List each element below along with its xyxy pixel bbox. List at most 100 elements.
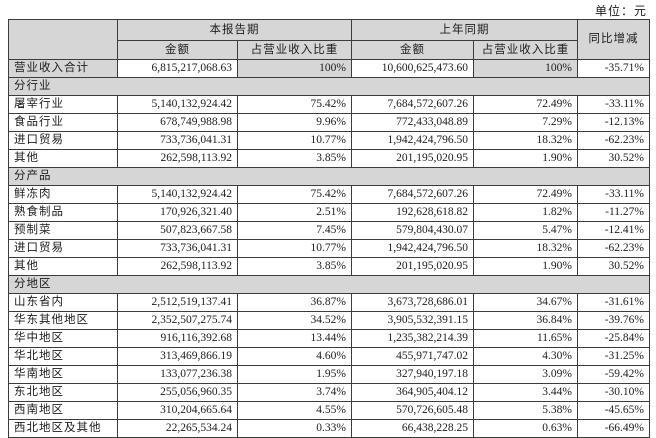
cell-prior-amount: 772,433,048.89	[351, 113, 474, 132]
cell-cur-amount: 733,736,041.31	[117, 131, 238, 150]
current-period-header: 本报告期	[117, 19, 352, 41]
cell-cur-pct: 0.33%	[237, 419, 352, 438]
cell-prior-amount: 570,726,605.48	[351, 401, 474, 420]
cell-cur-pct: 100%	[237, 59, 352, 78]
unit-label: 单位：元	[594, 4, 647, 18]
table-row-total: 营业收入合计 6,815,217,068.63 100% 10,600,625,…	[8, 59, 650, 78]
cell-cur-amount: 6,815,217,068.63	[117, 59, 238, 78]
table-row: 华北地区 313,469,866.19 4.60% 455,971,747.02 4.3…	[8, 347, 650, 366]
cell-yoy: -25.84%	[577, 329, 650, 348]
cell-yoy: -11.27%	[577, 203, 650, 222]
table-row: 东北地区 255,056,960.35 3.74% 364,905,404.12 3.4…	[8, 383, 650, 402]
section-header-row: 分地区	[8, 275, 650, 294]
current-pct-header: 占营业收入比重	[237, 40, 352, 60]
cell-prior-pct: 18.32%	[473, 239, 578, 258]
table-row: 进口贸易 733,736,041.31 10.77% 1,942,424,796.50…	[8, 239, 650, 258]
cell-cur-pct: 4.55%	[237, 401, 352, 420]
cell-cur-pct: 10.77%	[237, 131, 352, 150]
cell-yoy: -31.25%	[577, 347, 650, 366]
cell-cur-amount: 507,823,667.58	[117, 221, 238, 240]
cell-cur-pct: 75.42%	[237, 185, 352, 204]
cell-yoy: -12.13%	[577, 113, 650, 132]
cell-yoy: -59.42%	[577, 365, 650, 384]
cell-yoy: -33.11%	[577, 185, 650, 204]
cell-prior-pct: 100%	[473, 59, 578, 78]
section-header-row: 分产品	[8, 167, 650, 186]
cell-cur-pct: 7.45%	[237, 221, 352, 240]
cell-prior-amount: 7,684,572,607.26	[351, 185, 474, 204]
cell-cur-pct: 36.87%	[237, 293, 352, 312]
cell-cur-pct: 34.52%	[237, 311, 352, 330]
cell-prior-amount: 1,235,382,214.39	[351, 329, 474, 348]
table-row: 山东省内 2,512,519,137.41 36.87% 3,673,728,686.…	[8, 293, 650, 312]
cell-yoy: -31.61%	[577, 293, 650, 312]
table-row: 鲜冻肉 5,140,132,924.42 75.42% 7,684,572,607.2…	[8, 185, 650, 204]
table-header: 本报告期 上年同期 同比增减 金额 占营业收入比重 金额 占营业收入比重	[8, 19, 650, 60]
cell-yoy: -33.11%	[577, 95, 650, 114]
cell-yoy: -39.76%	[577, 311, 650, 330]
cell-cur-pct: 3.85%	[237, 257, 352, 276]
cell-yoy: -62.23%	[577, 131, 650, 150]
cell-label: 进口贸易	[8, 239, 118, 258]
cell-prior-pct: 3.09%	[473, 365, 578, 384]
cell-label: 华中地区	[8, 329, 118, 348]
cell-prior-pct: 11.65%	[473, 329, 578, 348]
cell-prior-amount: 1,942,424,796.50	[351, 131, 474, 150]
cell-cur-amount: 2,512,519,137.41	[117, 293, 238, 312]
cell-prior-pct: 7.29%	[473, 113, 578, 132]
cell-label: 预制菜	[8, 221, 118, 240]
prior-pct-header: 占营业收入比重	[473, 40, 578, 60]
cell-cur-pct: 9.96%	[237, 113, 352, 132]
cell-cur-pct: 1.95%	[237, 365, 352, 384]
table-row: 屠宰行业 5,140,132,924.42 75.42% 7,684,572,607.…	[8, 95, 650, 114]
header-row-periods: 本报告期 上年同期 同比增减	[8, 19, 650, 60]
cell-prior-pct: 1.82%	[473, 203, 578, 222]
table-row: 预制菜 507,823,667.58 7.45% 579,804,430.07 5.47…	[8, 221, 650, 240]
cell-label: 熟食制品	[8, 203, 118, 222]
cell-label: 华东其他地区	[8, 311, 118, 330]
cell-label: 西南地区	[8, 401, 118, 420]
cell-cur-pct: 10.77%	[237, 239, 352, 258]
prior-amount-header: 金额	[351, 40, 474, 60]
cell-cur-amount: 5,140,132,924.42	[117, 95, 238, 114]
cell-prior-pct: 34.67%	[473, 293, 578, 312]
cell-label: 山东省内	[8, 293, 118, 312]
table-row: 进口贸易 733,736,041.31 10.77% 1,942,424,796.50…	[8, 131, 650, 150]
cell-label: 东北地区	[8, 383, 118, 402]
cell-prior-pct: 1.90%	[473, 257, 578, 276]
corner-cell	[8, 19, 118, 60]
cell-yoy: 30.52%	[577, 149, 650, 168]
cell-cur-pct: 2.51%	[237, 203, 352, 222]
cell-cur-amount: 916,116,392.68	[117, 329, 238, 348]
cell-cur-pct: 3.74%	[237, 383, 352, 402]
table-row: 食品行业 678,749,988.98 9.96% 772,433,048.89 7.2…	[8, 113, 650, 132]
cell-cur-amount: 5,140,132,924.42	[117, 185, 238, 204]
cell-prior-amount: 579,804,430.07	[351, 221, 474, 240]
cell-cur-amount: 262,598,113.92	[117, 149, 238, 168]
cell-cur-amount: 255,056,960.35	[117, 383, 238, 402]
cell-prior-pct: 1.90%	[473, 149, 578, 168]
cell-cur-pct: 3.85%	[237, 149, 352, 168]
revenue-breakdown-table: 本报告期 上年同期 同比增减 金额 占营业收入比重 金额 占营业收入比重 营业收…	[8, 19, 650, 438]
cell-prior-amount: 201,195,020.95	[351, 257, 474, 276]
table-row: 华南地区 133,077,236.38 1.95% 327,940,197.18 3.0…	[8, 365, 650, 384]
cell-label: 屠宰行业	[8, 95, 118, 114]
cell-prior-amount: 3,673,728,686.01	[351, 293, 474, 312]
cell-cur-pct: 13.44%	[237, 329, 352, 348]
cell-prior-amount: 327,940,197.18	[351, 365, 474, 384]
cell-cur-amount: 170,926,321.40	[117, 203, 238, 222]
cell-cur-amount: 733,736,041.31	[117, 239, 238, 258]
cell-cur-amount: 310,204,665.64	[117, 401, 238, 420]
table-row: 华东其他地区 2,352,507,275.74 34.52% 3,905,532,39…	[8, 311, 650, 330]
cell-label: 其他	[8, 257, 118, 276]
cell-cur-pct: 4.60%	[237, 347, 352, 366]
cell-cur-amount: 133,077,236.38	[117, 365, 238, 384]
cell-prior-amount: 1,942,424,796.50	[351, 239, 474, 258]
section-rows-body: 分行业 屠宰行业 5,140,132,924.42 75.42% 7,684,572,6…	[8, 77, 650, 438]
cell-prior-amount: 7,684,572,607.26	[351, 95, 474, 114]
cell-cur-amount: 313,469,866.19	[117, 347, 238, 366]
cell-prior-pct: 36.84%	[473, 311, 578, 330]
cell-cur-pct: 75.42%	[237, 95, 352, 114]
table-row: 西南地区 310,204,665.64 4.55% 570,726,605.48 5.3…	[8, 401, 650, 420]
